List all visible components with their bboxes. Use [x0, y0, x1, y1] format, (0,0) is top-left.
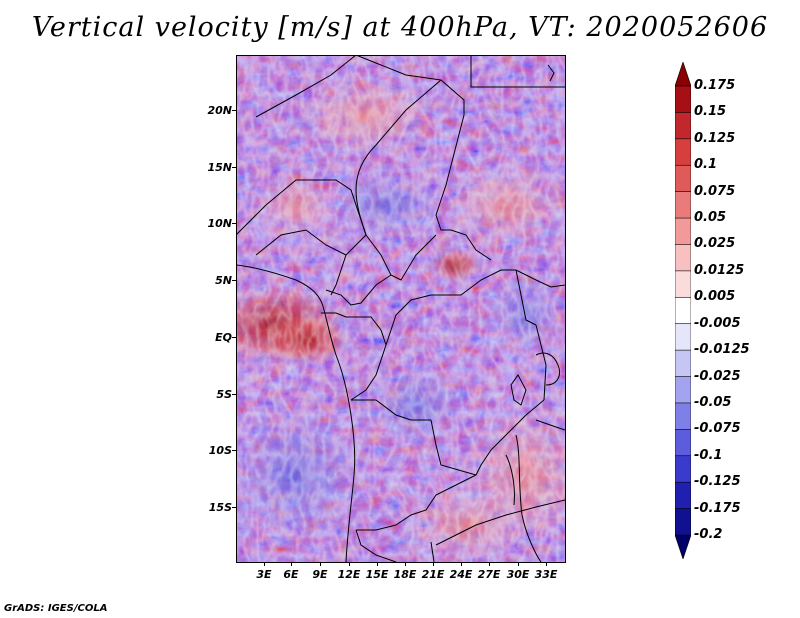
lon-tick	[291, 562, 292, 566]
lon-label-3e: 3E	[256, 568, 272, 581]
colorbar-label: 0.025	[694, 236, 736, 252]
colorbar-segment	[675, 402, 691, 431]
colorbar-segment	[675, 112, 691, 140]
colorbar-label: -0.005	[694, 315, 741, 331]
velocity-field	[236, 55, 565, 562]
lon-label-24e: 24E	[449, 568, 473, 581]
lon-label-18e: 18E	[393, 568, 417, 581]
colorbar-segment	[675, 349, 691, 378]
lon-tick	[264, 562, 265, 566]
lon-tick	[489, 562, 490, 566]
colorbar-segment	[675, 164, 691, 193]
colorbar-segment	[675, 62, 691, 87]
colorbar-label: 0.05	[694, 210, 727, 226]
chart-title: Vertical velocity [m/s] at 400hPa, VT: 2…	[31, 12, 769, 43]
lat-tick	[232, 223, 236, 224]
colorbar-segment	[675, 270, 691, 299]
lon-tick	[433, 562, 434, 566]
lon-tick	[349, 562, 350, 566]
lon-label-15e: 15E	[365, 568, 389, 581]
colorbar	[675, 62, 691, 559]
colorbar-segment	[675, 138, 691, 167]
lat-label-20n: 20N	[207, 104, 232, 117]
colorbar-label: 0.0125	[694, 262, 745, 278]
lat-label-eq: EQ	[215, 331, 232, 344]
lat-label-5n: 5N	[215, 274, 232, 287]
lat-tick	[232, 394, 236, 395]
lat-tick	[232, 337, 236, 338]
colorbar-label: -0.175	[694, 500, 741, 516]
lon-label-9e: 9E	[312, 568, 328, 581]
lat-tick	[232, 167, 236, 168]
lat-tick	[232, 280, 236, 281]
lon-tick	[546, 562, 547, 566]
lon-tick	[518, 562, 519, 566]
lon-label-30e: 30E	[506, 568, 530, 581]
colorbar-label: -0.075	[694, 421, 741, 437]
lon-tick	[405, 562, 406, 566]
colorbar-label: 0.1	[694, 157, 718, 173]
colorbar-segment	[675, 534, 691, 559]
colorbar-label: 0.175	[694, 78, 736, 93]
grads-credit: GrADS: IGES/COLA	[4, 603, 108, 614]
colorbar-label: -0.0125	[694, 342, 750, 358]
colorbar-label: -0.05	[694, 394, 732, 410]
colorbar-label: -0.025	[694, 368, 741, 384]
velocity-map	[236, 55, 565, 562]
lat-label-5s: 5S	[216, 388, 232, 401]
colorbar-label: 0.15	[694, 104, 727, 120]
lat-label-10n: 10N	[207, 217, 232, 230]
colorbar-label: -0.1	[694, 447, 723, 463]
lon-label-33e: 33E	[534, 568, 558, 581]
colorbar-label: -0.2	[694, 527, 723, 542]
lat-label-15s: 15S	[208, 501, 232, 514]
lon-tick	[320, 562, 321, 566]
lat-tick	[232, 507, 236, 508]
colorbar-segment	[675, 85, 691, 114]
colorbar-segment	[675, 217, 691, 246]
lon-tick	[461, 562, 462, 566]
lat-label-15n: 15N	[207, 161, 232, 174]
lat-tick	[232, 110, 236, 111]
lon-label-27e: 27E	[477, 568, 501, 581]
colorbar-label: 0.075	[694, 183, 736, 199]
lat-label-10s: 10S	[208, 444, 232, 457]
colorbar-segment	[675, 376, 691, 404]
colorbar-segment	[675, 429, 691, 457]
colorbar-segment	[675, 323, 691, 351]
colorbar-segment	[675, 191, 691, 219]
lat-tick	[232, 450, 236, 451]
lon-label-12e: 12E	[337, 568, 361, 581]
colorbar-label: 0.005	[694, 289, 736, 305]
lon-label-6e: 6E	[283, 568, 299, 581]
country-borders	[236, 55, 565, 562]
colorbar-segment	[675, 244, 691, 272]
lon-tick	[377, 562, 378, 566]
lon-label-21e: 21E	[421, 568, 445, 581]
colorbar-label: 0.125	[694, 130, 736, 146]
colorbar-segment	[675, 455, 691, 483]
colorbar-segment	[675, 508, 691, 536]
colorbar-segment	[675, 296, 691, 325]
colorbar-segment	[675, 481, 691, 510]
colorbar-label: -0.125	[694, 474, 741, 490]
